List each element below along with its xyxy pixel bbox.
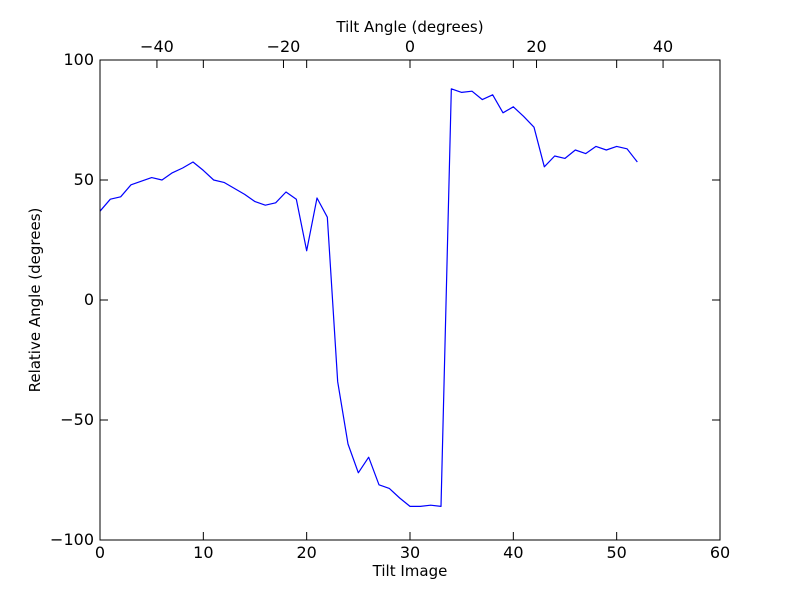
series-line-0 (99, 88, 638, 507)
y-tick-label: −50 (60, 410, 94, 429)
x-axis-title: Tilt Image (372, 562, 448, 580)
x-tick-label: 10 (193, 543, 213, 562)
x-tick-label: 60 (710, 543, 730, 562)
top-x-tick-label: 0 (405, 37, 415, 56)
ticks-layer (99, 59, 721, 541)
series-layer (99, 88, 638, 507)
x-tick-label: 40 (503, 543, 523, 562)
x-tick-label: 30 (400, 543, 420, 562)
top-x-tick-label: −40 (140, 37, 174, 56)
top-x-tick-label: −20 (267, 37, 301, 56)
top-x-tick-label: 20 (526, 37, 546, 56)
top-x-tick-label: 40 (653, 37, 673, 56)
y-axis-title: Relative Angle (degrees) (26, 208, 44, 393)
y-tick-label: 50 (74, 170, 94, 189)
top-x-axis-title: Tilt Angle (degrees) (335, 18, 483, 36)
x-tick-label: 0 (95, 543, 105, 562)
y-tick-label: −100 (50, 530, 94, 549)
x-tick-label: 50 (606, 543, 626, 562)
y-tick-label: 100 (63, 50, 94, 69)
tick-labels-layer: 0 10 20 30 40 50 60 −100 −50 0 50 100 −40 −20 0 20 40 (50, 37, 730, 562)
x-tick-label: 20 (296, 543, 316, 562)
y-tick-label: 0 (84, 290, 94, 309)
